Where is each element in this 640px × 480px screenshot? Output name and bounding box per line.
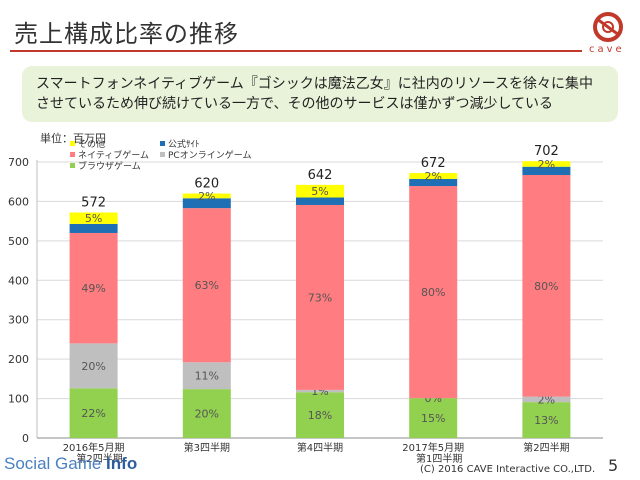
- total-label: 642: [308, 168, 333, 183]
- footer-brand-bold: Info: [106, 454, 138, 473]
- legend-swatch: [70, 163, 75, 168]
- data-label: 13%: [534, 414, 558, 427]
- unit-label: 単位：百万円: [40, 132, 106, 145]
- bar-segment: [182, 193, 231, 199]
- y-tick-label: 400: [8, 274, 29, 287]
- data-label: 5%: [85, 212, 102, 225]
- y-tick-label: 300: [8, 314, 29, 327]
- bar-segment: [522, 402, 571, 438]
- x-tick-label: 第1四半期: [416, 452, 462, 465]
- legend-label: その他: [78, 138, 105, 150]
- bar-segment: [296, 197, 344, 205]
- legend-label: 公式ｻｲﾄ: [168, 138, 200, 150]
- bar-segment: [296, 392, 344, 438]
- page-number: 5: [608, 456, 619, 475]
- bar-segment: [522, 161, 571, 167]
- summary-box: スマートフォンネイティブゲーム『ゴシックは魔法乙女』に社内のリソースを徐々に集中…: [22, 66, 618, 122]
- x-tick-label: 第4四半期: [297, 441, 343, 454]
- cave-logo-icon: [593, 12, 623, 42]
- x-tick-label: 2016年5月期: [63, 441, 125, 454]
- bar-segment: [522, 175, 571, 397]
- legend-swatch: [70, 152, 75, 157]
- data-label: 80%: [421, 286, 445, 299]
- data-label: 11%: [195, 370, 219, 383]
- legend-label: ブラウザゲーム: [78, 160, 141, 172]
- bar-segment: [409, 186, 458, 399]
- footer-brand: Social Game Info: [4, 454, 137, 474]
- total-label: 672: [421, 156, 446, 171]
- total-label: 572: [81, 195, 106, 210]
- data-label: 20%: [195, 408, 219, 421]
- bar-segment: [69, 388, 118, 438]
- legend-swatch: [160, 141, 165, 146]
- bar-segment: [182, 362, 231, 390]
- legend-swatch: [70, 141, 75, 146]
- summary-text: スマートフォンネイティブゲーム『ゴシックは魔法乙女』に社内のリソースを徐々に集中…: [36, 76, 594, 112]
- logo-text: cave: [589, 44, 625, 55]
- bar-segment: [182, 198, 231, 209]
- data-label: 18%: [308, 409, 332, 422]
- data-label: 2%: [538, 393, 555, 406]
- bar-segment: [69, 343, 118, 389]
- data-label: 73%: [308, 291, 332, 304]
- y-tick-label: 0: [22, 432, 29, 445]
- data-label: 2%: [538, 158, 555, 171]
- total-label: 702: [534, 144, 559, 159]
- title-divider: [10, 50, 582, 52]
- legend-swatch: [160, 152, 165, 157]
- data-label: 5%: [311, 185, 328, 198]
- bar-segment: [409, 398, 458, 438]
- y-tick-label: 100: [8, 393, 29, 406]
- data-label: 63%: [195, 279, 219, 292]
- y-tick-label: 700: [8, 156, 29, 169]
- y-tick-label: 500: [8, 235, 29, 248]
- bar-segment: [296, 204, 344, 390]
- data-label: 15%: [421, 412, 445, 425]
- page-title: 売上構成比率の推移: [14, 20, 239, 48]
- data-label: 22%: [81, 407, 105, 420]
- bar-segment: [69, 212, 118, 224]
- y-tick-label: 600: [8, 195, 29, 208]
- bar-segment: [409, 173, 458, 179]
- data-label: 49%: [81, 282, 105, 295]
- data-label: 20%: [81, 360, 105, 373]
- x-tick-label: 第2四半期: [76, 452, 122, 465]
- bar-segment: [69, 223, 118, 233]
- total-label: 620: [194, 177, 219, 192]
- bar-segment: [296, 184, 344, 198]
- x-tick-label: 第2四半期: [523, 441, 569, 454]
- bar-segment: [69, 232, 118, 344]
- bar-segment: [522, 396, 571, 403]
- bar-segment: [409, 178, 458, 187]
- bar-segment: [182, 389, 231, 438]
- footer-brand-text: Social Game: [4, 454, 107, 473]
- copyright: (C) 2016 CAVE Interactive CO.,LTD.: [420, 464, 596, 475]
- bar-segment: [522, 166, 571, 176]
- x-tick-label: 2017年5月期: [402, 441, 464, 454]
- x-tick-label: 第3四半期: [184, 441, 230, 454]
- legend-label: ネイティブゲーム: [78, 149, 149, 161]
- legend-label: PCオンラインゲーム: [168, 149, 251, 161]
- data-label: 2%: [198, 190, 215, 203]
- y-tick-label: 200: [8, 353, 29, 366]
- bar-segment: [182, 208, 231, 363]
- bar-segment: [296, 389, 344, 393]
- data-label: 2%: [424, 170, 441, 183]
- data-label: 80%: [534, 280, 558, 293]
